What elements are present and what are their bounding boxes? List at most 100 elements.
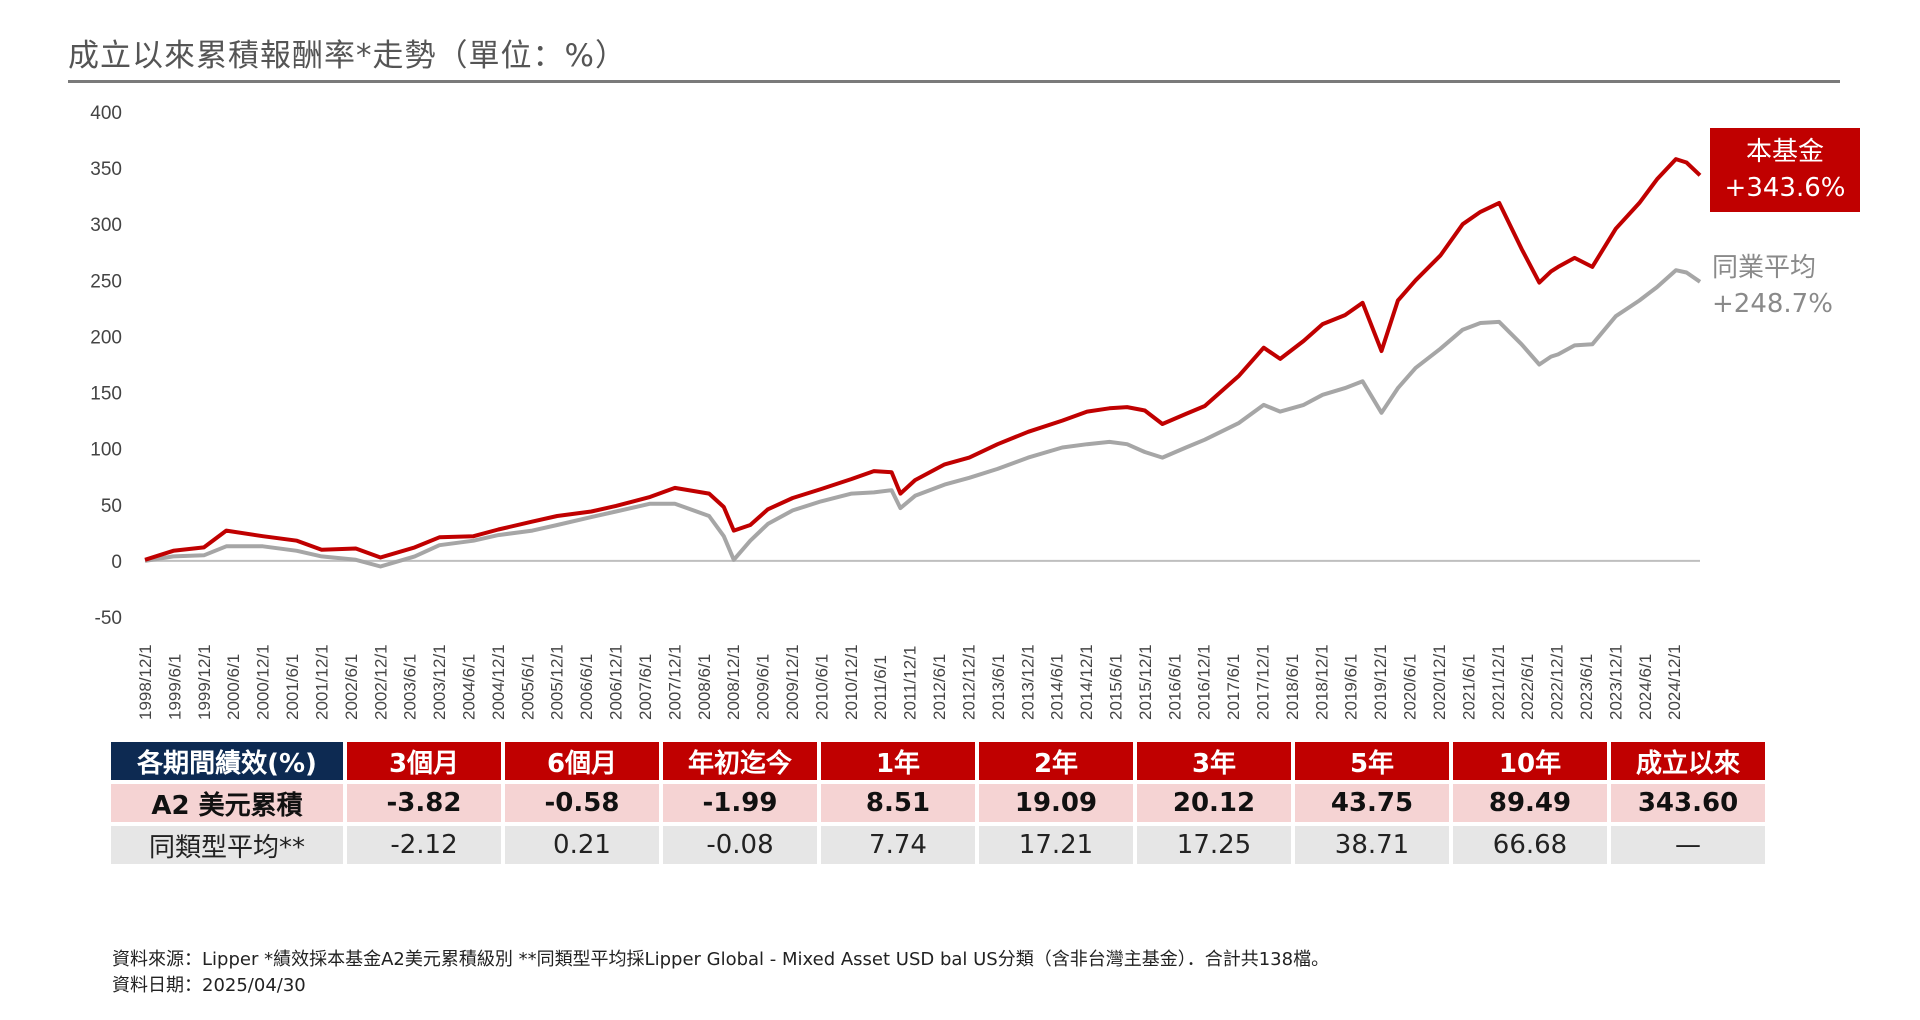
x-tick-label: 2019/6/1: [1342, 654, 1361, 720]
x-tick-label: 2019/12/1: [1371, 644, 1390, 720]
x-tick-label: 2012/6/1: [930, 654, 949, 720]
x-tick-label: 2024/6/1: [1636, 654, 1655, 720]
header-cell: 3年: [1137, 742, 1291, 780]
header-cell: 2年: [979, 742, 1133, 780]
peer-end-callout: 同業平均 +248.7%: [1712, 250, 1833, 322]
x-tick-label: 2004/12/1: [489, 644, 508, 720]
x-tick-label: 1999/6/1: [165, 654, 184, 720]
table-cell: 17.21: [979, 826, 1133, 864]
x-tick-label: 2007/6/1: [636, 654, 655, 720]
x-tick-label: 2022/6/1: [1518, 654, 1537, 720]
table-cell: 66.68: [1453, 826, 1607, 864]
x-tick-label: 2018/12/1: [1312, 644, 1331, 720]
x-tick-label: 2001/12/1: [312, 644, 331, 720]
table-cell: 0.21: [505, 826, 659, 864]
x-tick-label: 2016/6/1: [1165, 654, 1184, 720]
x-tick-label: 2003/6/1: [401, 654, 420, 720]
x-tick-label: 2017/12/1: [1254, 644, 1273, 720]
header-cell: 10年: [1453, 742, 1607, 780]
x-tick-label: 2007/12/1: [665, 644, 684, 720]
x-tick-label: 2014/6/1: [1048, 654, 1067, 720]
table-cell: -0.58: [505, 784, 659, 822]
x-tick-label: 2013/6/1: [989, 654, 1008, 720]
x-tick-label: 2009/12/1: [783, 644, 802, 720]
x-tick-label: 2011/12/1: [901, 646, 920, 720]
x-tick-label: 2000/6/1: [224, 654, 243, 720]
x-tick-label: 2021/12/1: [1489, 644, 1508, 720]
table-cell: 20.12: [1137, 784, 1291, 822]
performance-header-row: 各期間績效(%) 3個月 6個月 年初迄今 1年 2年 3年 5年 10年 成立…: [111, 742, 1765, 780]
y-tick-label: 350: [90, 159, 122, 180]
x-tick-label: 2013/12/1: [1018, 644, 1037, 720]
row-label: A2 美元累積: [111, 784, 343, 822]
table-cell: -1.99: [663, 784, 817, 822]
y-tick-label: 100: [90, 440, 122, 461]
series-layer: [144, 157, 1702, 569]
header-cell: 3個月: [347, 742, 501, 780]
table-cell: -0.08: [663, 826, 817, 864]
x-tick-label: 2016/12/1: [1195, 644, 1214, 720]
table-cell: 38.71: [1295, 826, 1449, 864]
y-tick-label: 400: [90, 103, 122, 124]
table-cell: 43.75: [1295, 784, 1449, 822]
y-tick-label: 200: [90, 327, 122, 348]
y-tick-label: 150: [90, 384, 122, 405]
x-tick-label: 2006/6/1: [577, 654, 596, 720]
x-tick-label: 2014/12/1: [1077, 644, 1096, 720]
x-tick-label: 2008/12/1: [724, 644, 743, 720]
header-cell: 6個月: [505, 742, 659, 780]
fund-callout-value: +343.6%: [1724, 173, 1846, 203]
x-tick-label: 2011/6/1: [871, 655, 890, 720]
series-line-fund: [144, 157, 1702, 562]
table-cell: 89.49: [1453, 784, 1607, 822]
peer-callout-value: +248.7%: [1712, 289, 1833, 319]
x-tick-label: 2023/6/1: [1577, 654, 1596, 720]
x-tick-label: 2023/12/1: [1606, 644, 1625, 720]
fund-callout-name: 本基金: [1745, 137, 1824, 167]
header-cell: 1年: [821, 742, 975, 780]
x-axis: 1998/12/1 1999/6/1 1999/12/1 2000/6/1 2000/1…: [136, 644, 1684, 720]
table-cell: -2.12: [347, 826, 501, 864]
x-tick-label: 2015/12/1: [1136, 644, 1155, 720]
y-tick-label: -50: [95, 608, 122, 629]
source-note: 資料來源：Lipper *績效採本基金A2美元累積級別 **同類型平均採Lipp…: [112, 949, 1330, 970]
table-cell: 8.51: [821, 784, 975, 822]
x-tick-label: 2018/6/1: [1283, 654, 1302, 720]
x-tick-label: 2001/6/1: [283, 654, 302, 720]
x-tick-label: 2024/12/1: [1665, 644, 1684, 720]
x-tick-label: 2015/6/1: [1106, 654, 1125, 720]
series-line-peer: [144, 268, 1702, 569]
table-cell: 17.25: [1137, 826, 1291, 864]
x-tick-label: 2002/12/1: [371, 644, 390, 720]
peer-performance-row: 同類型平均** -2.12 0.21 -0.08 7.74 17.21 17.2…: [111, 826, 1765, 864]
x-tick-label: 2009/6/1: [754, 654, 773, 720]
header-cell: 各期間績效(%): [111, 742, 343, 780]
footnote: 資料來源：Lipper *績效採本基金A2美元累積級別 **同類型平均採Lipp…: [112, 947, 1329, 999]
header-cell: 5年: [1295, 742, 1449, 780]
x-tick-label: 2003/12/1: [430, 644, 449, 720]
fund-end-callout: 本基金 +343.6%: [1710, 128, 1860, 212]
x-tick-label: 2022/12/1: [1548, 644, 1567, 720]
title-divider: [68, 80, 1840, 83]
table-cell: —: [1611, 826, 1765, 864]
x-tick-label: 2005/6/1: [518, 654, 537, 720]
header-cell: 成立以來: [1611, 742, 1765, 780]
x-tick-label: 2020/6/1: [1401, 654, 1420, 720]
fund-performance-row: A2 美元累積 -3.82 -0.58 -1.99 8.51 19.09 20.…: [111, 784, 1765, 822]
peer-callout-name: 同業平均: [1712, 253, 1817, 283]
x-tick-label: 2000/12/1: [254, 644, 273, 720]
x-tick-label: 1999/12/1: [195, 644, 214, 720]
table-cell: -3.82: [347, 784, 501, 822]
data-date: 資料日期：2025/04/30: [112, 975, 306, 996]
performance-table: 各期間績效(%) 3個月 6個月 年初迄今 1年 2年 3年 5年 10年 成立…: [107, 738, 1769, 868]
table-cell: 19.09: [979, 784, 1133, 822]
x-tick-label: 2017/6/1: [1224, 654, 1243, 720]
row-label: 同類型平均**: [111, 826, 343, 864]
y-tick-label: 250: [90, 271, 122, 292]
x-tick-label: 2004/6/1: [459, 654, 478, 720]
x-tick-label: 2005/12/1: [548, 644, 567, 720]
x-tick-label: 2012/12/1: [959, 644, 978, 720]
x-tick-label: 1998/12/1: [136, 644, 155, 720]
y-axis: 400 350 300 250 200 150 100 50 0 -50: [90, 103, 122, 629]
